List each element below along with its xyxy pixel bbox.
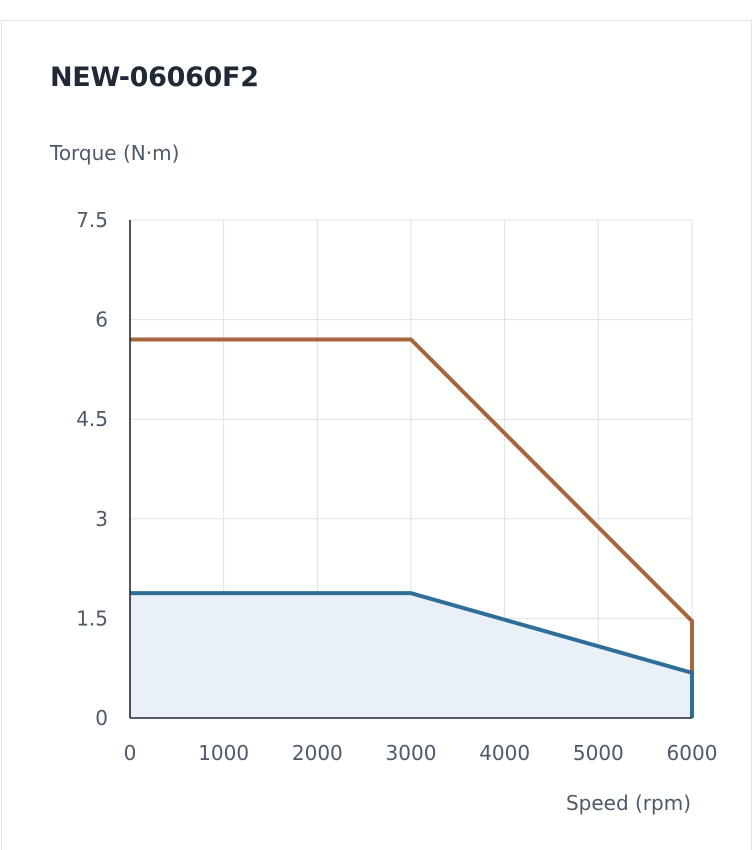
x-tick-label: 3000 [386,741,437,765]
y-tick-label: 7.5 [76,208,108,232]
x-axis-label: Speed (rpm) [566,791,691,815]
y-tick-label: 1.5 [76,606,108,630]
x-tick-label: 6000 [667,741,718,765]
y-tick-label: 0 [95,706,108,730]
x-tick-label: 1000 [198,741,249,765]
rated-torque-line [130,591,694,718]
y-tick-label: 3 [95,507,108,531]
x-tick-label: 5000 [573,741,624,765]
x-tick-label: 4000 [479,741,530,765]
peak-torque-line [130,337,694,718]
y-tick-label: 4.5 [76,407,108,431]
y-tick-label: 6 [95,308,108,332]
chart-title: NEW-06060F2 [50,62,259,93]
x-tick-label: 2000 [292,741,343,765]
x-tick-label: 0 [124,741,137,765]
y-axis-label: Torque (N·m) [49,141,179,165]
series-area-fill [130,593,692,718]
plot-area: 0 1000 2000 3000 4000 5000 6000 0 1.5 3 4.5 6 7.5 [76,208,717,765]
